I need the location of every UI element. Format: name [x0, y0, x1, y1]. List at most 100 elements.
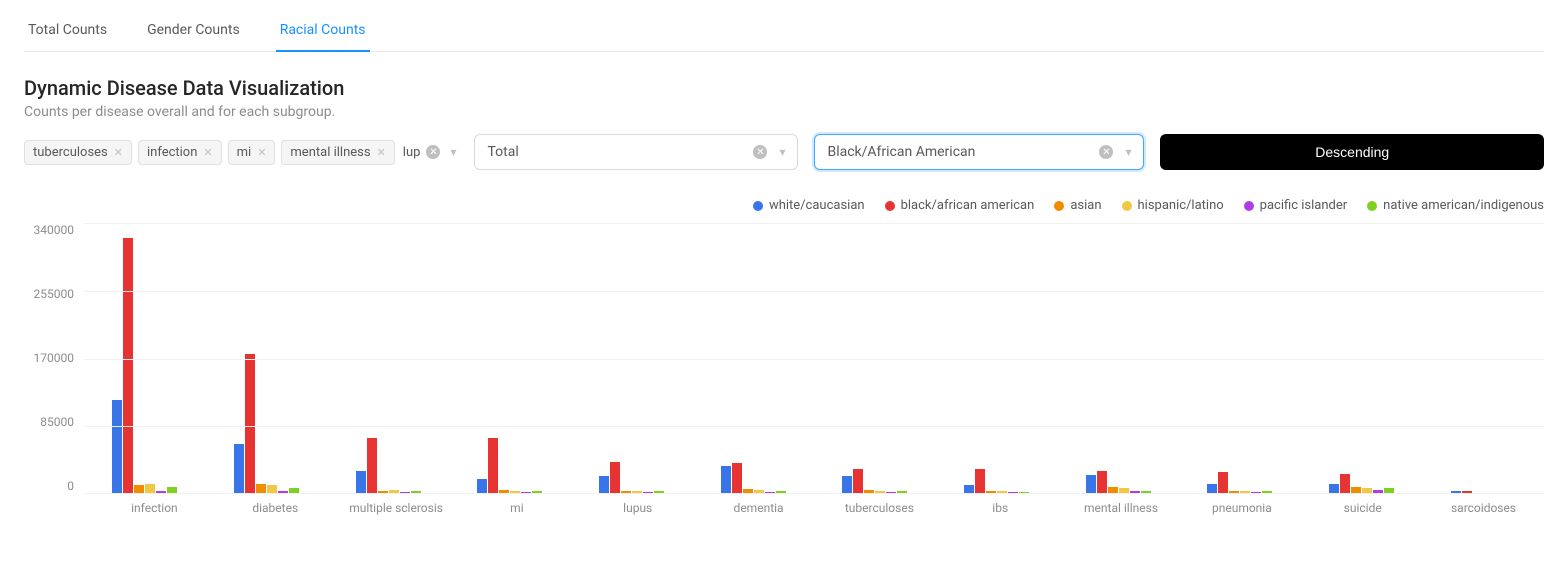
x-tick-label: sarcoidoses — [1423, 501, 1544, 515]
legend-item-black[interactable]: black/african american — [885, 198, 1035, 213]
tag-label: mental illness — [290, 145, 370, 160]
legend-label: white/caucasian — [769, 198, 865, 213]
x-tick-label: mental illness — [1061, 501, 1182, 515]
plot-area — [84, 223, 1544, 493]
legend-item-pacific[interactable]: pacific islander — [1244, 198, 1347, 213]
bar[interactable] — [853, 469, 863, 493]
bar[interactable] — [256, 484, 266, 493]
tag-input-text[interactable]: lup✕▾ — [401, 141, 459, 164]
bar[interactable] — [975, 469, 985, 493]
x-tick-label: suicide — [1302, 501, 1423, 515]
gridline — [84, 359, 1544, 360]
filter-tag[interactable]: mi ✕ — [228, 140, 276, 165]
bar[interactable] — [267, 485, 277, 493]
tab-racial-counts[interactable]: Racial Counts — [276, 12, 370, 52]
tab-gender-counts[interactable]: Gender Counts — [143, 12, 244, 52]
chevron-down-icon: ▾ — [450, 145, 456, 159]
bar[interactable] — [732, 463, 742, 493]
x-axis: infectiondiabetesmultiple sclerosismilup… — [94, 501, 1544, 515]
y-tick-label: 340000 — [34, 223, 74, 237]
disease-tags-input[interactable]: tuberculoses✕infection✕mi✕mental illness… — [24, 140, 458, 165]
tag-label: tuberculoses — [33, 145, 108, 160]
legend-dot-icon — [1367, 201, 1377, 211]
y-tick-label: 0 — [67, 479, 74, 493]
y-tick-label: 170000 — [34, 351, 74, 365]
tabs: Total Counts Gender Counts Racial Counts — [24, 0, 1544, 52]
page-subtitle: Counts per disease overall and for each … — [24, 104, 1544, 120]
gridline — [84, 426, 1544, 427]
x-tick-label: dementia — [698, 501, 819, 515]
legend-item-white[interactable]: white/caucasian — [753, 198, 865, 213]
chart: 340000 255000 170000 85000 0 — [24, 223, 1544, 493]
legend-dot-icon — [1054, 201, 1064, 211]
bar[interactable] — [721, 466, 731, 493]
close-icon[interactable]: ✕ — [377, 146, 386, 159]
bar[interactable] — [234, 444, 244, 493]
tab-total-counts[interactable]: Total Counts — [24, 12, 111, 52]
y-axis: 340000 255000 170000 85000 0 — [24, 223, 84, 493]
legend-label: pacific islander — [1260, 198, 1347, 213]
legend-item-native[interactable]: native american/indigenous — [1367, 198, 1544, 213]
clear-icon[interactable]: ✕ — [426, 145, 440, 159]
x-tick-label: multiple sclerosis — [336, 501, 457, 515]
legend-label: asian — [1070, 198, 1101, 213]
bar[interactable] — [356, 471, 366, 493]
bar[interactable] — [367, 438, 377, 493]
filter-tag[interactable]: tuberculoses ✕ — [24, 140, 132, 165]
bar[interactable] — [610, 462, 620, 493]
clear-icon[interactable]: ✕ — [1099, 145, 1113, 159]
x-tick-label: mi — [456, 501, 577, 515]
bar[interactable] — [1086, 475, 1096, 493]
bar[interactable] — [599, 476, 609, 493]
close-icon[interactable]: ✕ — [114, 146, 123, 159]
bar[interactable] — [1340, 474, 1350, 493]
tag-label: infection — [147, 145, 197, 160]
y-tick-label: 255000 — [34, 287, 74, 301]
bar[interactable] — [1097, 471, 1107, 493]
legend-label: hispanic/latino — [1138, 198, 1224, 213]
close-icon[interactable]: ✕ — [203, 146, 212, 159]
legend-item-asian[interactable]: asian — [1054, 198, 1101, 213]
legend-dot-icon — [753, 201, 763, 211]
gridline — [84, 493, 1544, 494]
page-title: Dynamic Disease Data Visualization — [24, 76, 1544, 100]
total-select-value: Total — [487, 144, 518, 160]
bar[interactable] — [488, 438, 498, 493]
legend-label: black/african american — [901, 198, 1035, 213]
y-tick-label: 85000 — [40, 415, 74, 429]
legend-dot-icon — [1244, 201, 1254, 211]
legend-item-hispanic[interactable]: hispanic/latino — [1122, 198, 1224, 213]
bar[interactable] — [842, 476, 852, 493]
bar[interactable] — [1329, 484, 1339, 493]
legend-dot-icon — [885, 201, 895, 211]
clear-icon[interactable]: ✕ — [753, 145, 767, 159]
close-icon[interactable]: ✕ — [257, 146, 266, 159]
legend-dot-icon — [1122, 201, 1132, 211]
bar[interactable] — [112, 400, 122, 493]
x-tick-label: pneumonia — [1181, 501, 1302, 515]
x-tick-label: lupus — [577, 501, 698, 515]
race-select[interactable]: Black/African American ✕ ▾ — [814, 134, 1144, 170]
bar[interactable] — [123, 238, 133, 493]
bar[interactable] — [145, 484, 155, 493]
race-select-value: Black/African American — [827, 144, 975, 160]
bar[interactable] — [1207, 484, 1217, 493]
controls-row: tuberculoses✕infection✕mi✕mental illness… — [24, 134, 1544, 170]
bar[interactable] — [477, 479, 487, 493]
total-select[interactable]: Total ✕ ▾ — [474, 134, 798, 170]
x-tick-label: ibs — [940, 501, 1061, 515]
filter-tag[interactable]: infection ✕ — [138, 140, 222, 165]
filter-tag[interactable]: mental illness ✕ — [281, 140, 394, 165]
chart-legend: white/caucasian black/african american asi… — [24, 198, 1544, 213]
x-tick-label: diabetes — [215, 501, 336, 515]
x-tick-label: tuberculoses — [819, 501, 940, 515]
tag-label: mi — [237, 145, 252, 160]
chevron-down-icon: ▾ — [1125, 145, 1131, 159]
chevron-down-icon: ▾ — [779, 145, 785, 159]
bar[interactable] — [964, 485, 974, 493]
sort-button[interactable]: Descending — [1160, 134, 1544, 170]
bar[interactable] — [245, 354, 255, 493]
bar[interactable] — [134, 485, 144, 493]
gridline — [84, 291, 1544, 292]
bar[interactable] — [1218, 472, 1228, 493]
